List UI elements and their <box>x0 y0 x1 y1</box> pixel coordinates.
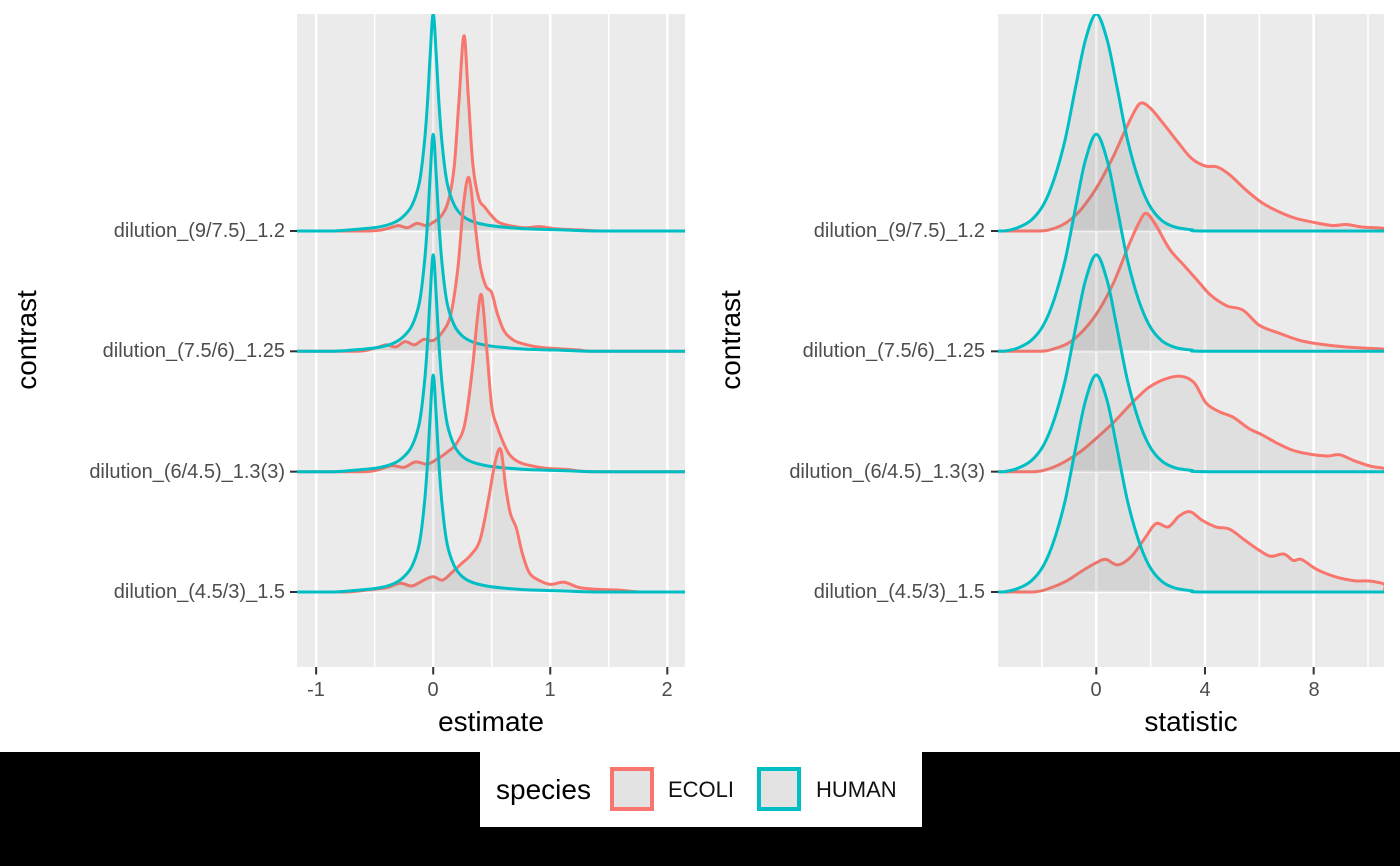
density-curve-human <box>998 253 1384 474</box>
density-curve-ecoli <box>998 101 1384 233</box>
density-curve-human <box>998 373 1384 594</box>
density-fill-ecoli <box>297 294 685 472</box>
ridgeline-chart-canvas <box>290 14 1384 675</box>
density-fill-human <box>998 254 1384 472</box>
density-fill-ecoli <box>998 102 1384 231</box>
density-curve-ecoli <box>297 34 685 233</box>
density-curve-human <box>297 253 685 474</box>
density-curve-human <box>297 132 685 353</box>
density-curve-ecoli <box>297 292 685 474</box>
density-fill-ecoli <box>998 511 1384 592</box>
density-curve-ecoli <box>998 211 1384 353</box>
ridges-group <box>998 14 1384 594</box>
legend-key-human <box>757 767 801 811</box>
legend: species ECOLI HUMAN <box>480 752 922 827</box>
legend-label-ecoli: ECOLI <box>668 776 735 802</box>
density-curve-ecoli <box>297 447 685 594</box>
legend-title: species <box>496 773 591 805</box>
density-fill-human <box>998 375 1384 592</box>
ridges-group <box>297 14 685 594</box>
density-curve-ecoli <box>998 374 1384 474</box>
density-fill-ecoli <box>998 376 1384 472</box>
legend-label-human: HUMAN <box>816 776 897 802</box>
density-curve-ecoli <box>998 510 1384 594</box>
legend-key-ecoli <box>610 767 654 811</box>
density-fill-ecoli <box>297 448 685 592</box>
density-fill-human <box>998 14 1384 231</box>
density-fill-ecoli <box>297 177 685 352</box>
density-curve-ecoli <box>297 176 685 353</box>
density-fill-ecoli <box>998 213 1384 352</box>
density-fill-human <box>998 134 1384 352</box>
density-curve-human <box>297 14 685 233</box>
density-curve-human <box>297 373 685 594</box>
panel-background <box>998 14 1384 667</box>
density-curve-human <box>998 132 1384 353</box>
density-curve-human <box>998 14 1384 233</box>
